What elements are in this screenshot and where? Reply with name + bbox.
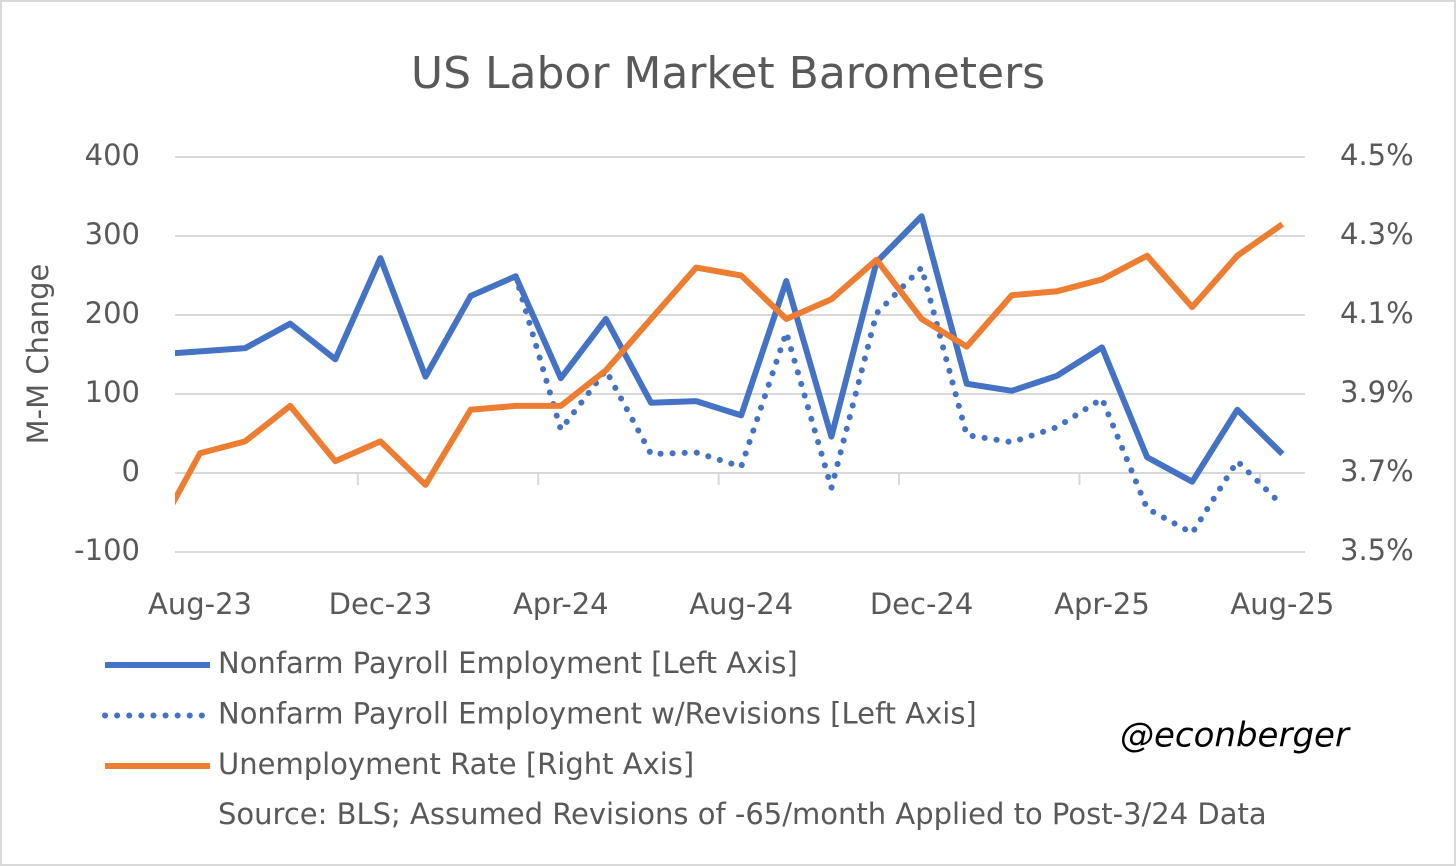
y2-tick-label: 4.3% (1340, 217, 1414, 251)
series-line (175, 213, 1285, 485)
x-tick-label: Apr-25 (1054, 587, 1150, 621)
y-tick-label: 0 (122, 454, 140, 488)
legend-label: Unemployment Rate [Right Axis] (218, 747, 694, 781)
chart-title: US Labor Market Barometers (411, 48, 1045, 99)
y2-tick-label: 3.7% (1340, 454, 1414, 488)
x-tick-label: Dec-23 (329, 587, 432, 621)
series-line (512, 261, 1286, 538)
y2-tick-label: 4.1% (1340, 296, 1414, 330)
y2-tick-label: 4.5% (1340, 138, 1414, 172)
x-tick-label: Apr-24 (513, 587, 609, 621)
x-tick-label: Aug-24 (689, 587, 793, 621)
x-tick-label: Aug-23 (148, 587, 252, 621)
source-note: Source: BLS; Assumed Revisions of -65/mo… (218, 797, 1267, 831)
y2-tick-label: 3.5% (1340, 533, 1414, 567)
y-tick-label: 300 (85, 217, 140, 251)
y2-tick-label: 3.9% (1340, 375, 1414, 409)
plot-area (175, 213, 1286, 538)
y-tick-label: 400 (85, 138, 140, 172)
x-tick-label: Dec-24 (870, 587, 973, 621)
y-tick-label: -100 (74, 533, 140, 567)
legend-label: Nonfarm Payroll Employment w/Revisions [… (218, 697, 977, 731)
legend-label: Nonfarm Payroll Employment [Left Axis] (218, 646, 798, 680)
y-tick-label: 200 (85, 296, 140, 330)
y-tick-label: 100 (85, 375, 140, 409)
series-line (175, 221, 1285, 506)
y-axis-label: M-M Change (21, 264, 55, 445)
annotation: @econberger (1120, 716, 1351, 756)
x-tick-label: Aug-25 (1230, 587, 1334, 621)
